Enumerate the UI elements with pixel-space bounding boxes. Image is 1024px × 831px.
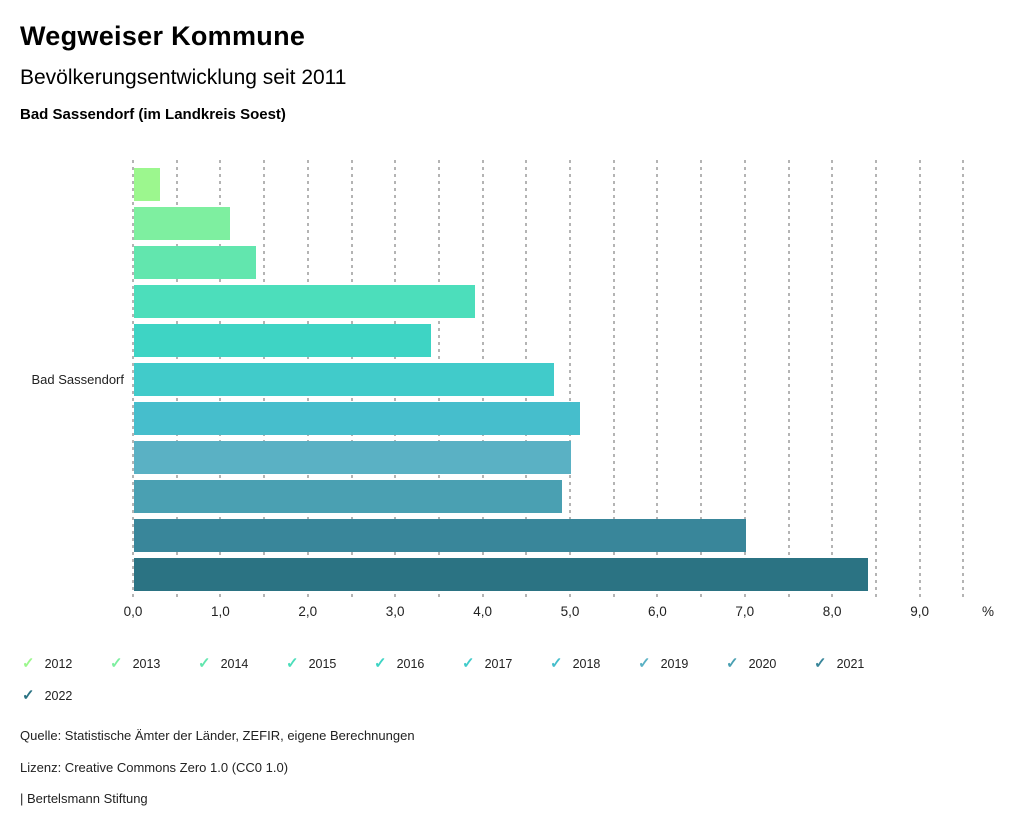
legend-year-label: 2017	[484, 656, 513, 671]
checkmark-icon: ✓	[22, 655, 35, 672]
bar-2012[interactable]	[134, 168, 161, 201]
bar-2015[interactable]	[134, 285, 475, 318]
x-tick-label: 7,0	[735, 604, 755, 619]
x-tick-label: 9,0	[910, 604, 929, 619]
gridline	[787, 160, 790, 600]
x-tick-label: 2,0	[298, 604, 318, 619]
checkmark-icon: ✓	[286, 655, 299, 672]
legend-item-2021[interactable]: ✓ 2021	[814, 656, 902, 671]
bar-2017[interactable]	[134, 363, 554, 396]
brand-note: | Bertelsmann Stiftung	[20, 791, 148, 806]
bar-2014[interactable]	[134, 246, 257, 279]
legend-item-2022[interactable]: ✓ 2022	[22, 688, 110, 703]
legend-year-label: 2015	[308, 656, 337, 671]
gridline	[612, 160, 615, 600]
gridline	[569, 160, 571, 600]
bar-2020[interactable]	[134, 480, 563, 513]
bar-2019[interactable]	[134, 441, 571, 474]
y-axis-category-label: Bad Sassendorf	[31, 372, 124, 387]
checkmark-icon: ✓	[198, 655, 211, 672]
license-note: Lizenz: Creative Commons Zero 1.0 (CC0 1…	[20, 760, 289, 775]
legend-year-label: 2022	[44, 688, 73, 703]
legend-item-2020[interactable]: ✓ 2020	[726, 656, 814, 671]
bar-2016[interactable]	[134, 324, 432, 357]
gridline	[743, 160, 746, 600]
x-tick-label: 1,0	[211, 604, 230, 619]
checkmark-icon: ✓	[814, 655, 827, 672]
x-tick-label: 5,0	[560, 604, 580, 619]
legend-item-2013[interactable]: ✓ 2013	[110, 656, 198, 671]
gridline	[874, 160, 877, 600]
gridline	[656, 160, 659, 600]
checkmark-icon: ✓	[110, 655, 123, 672]
gridline	[132, 160, 134, 600]
chart-location-label: Bad Sassendorf (im Landkreis Soest)	[20, 106, 286, 123]
legend-row-1: ✓ 2012 ✓ 2013 ✓ 2014 ✓ 2015 ✓ 2016 ✓ 2017 ✓ 2018 ✓ 2019…	[22, 656, 902, 671]
x-tick-label: 6,0	[648, 604, 667, 619]
x-tick-label: 0,0	[123, 604, 143, 619]
x-tick-label: 4,0	[473, 604, 492, 619]
gridline	[700, 160, 703, 600]
legend-year-label: 2014	[220, 656, 249, 671]
checkmark-icon: ✓	[22, 687, 35, 704]
legend-year-label: 2013	[132, 656, 161, 671]
legend-year-label: 2012	[44, 656, 73, 671]
legend-item-2019[interactable]: ✓ 2019	[638, 656, 726, 671]
legend-year-label: 2019	[660, 656, 689, 671]
checkmark-icon: ✓	[374, 655, 387, 672]
legend-item-2015[interactable]: ✓ 2015	[286, 656, 374, 671]
checkmark-icon: ✓	[550, 655, 563, 672]
chart-subtitle: Bevölkerungsentwicklung seit 2011	[20, 66, 347, 89]
bar-2018[interactable]	[134, 402, 580, 435]
gridline	[831, 160, 834, 600]
legend-item-2018[interactable]: ✓ 2018	[550, 656, 638, 671]
x-axis-unit-label: %	[982, 604, 995, 619]
checkmark-icon: ✓	[462, 655, 475, 672]
source-note: Quelle: Statistische Ämter der Länder, Z…	[20, 728, 415, 743]
legend-item-2016[interactable]: ✓ 2016	[374, 656, 462, 671]
legend-item-2012[interactable]: ✓ 2012	[22, 656, 110, 671]
gridline	[962, 160, 965, 600]
legend-row-2: ✓ 2022	[22, 688, 110, 703]
checkmark-icon: ✓	[726, 655, 739, 672]
bar-2022[interactable]	[134, 558, 869, 591]
legend-item-2014[interactable]: ✓ 2014	[198, 656, 286, 671]
gridline	[918, 160, 921, 600]
legend-year-label: 2021	[836, 656, 865, 671]
legend-year-label: 2018	[572, 656, 601, 671]
x-tick-label: 8,0	[822, 604, 842, 619]
bar-2013[interactable]	[134, 207, 231, 240]
x-tick-label: 3,0	[385, 604, 405, 619]
page-title: Wegweiser Kommune	[20, 21, 306, 51]
legend-year-label: 2020	[748, 656, 777, 671]
checkmark-icon: ✓	[638, 655, 651, 672]
legend-year-label: 2016	[396, 656, 425, 671]
legend-item-2017[interactable]: ✓ 2017	[462, 656, 550, 671]
bar-2021[interactable]	[134, 519, 746, 552]
